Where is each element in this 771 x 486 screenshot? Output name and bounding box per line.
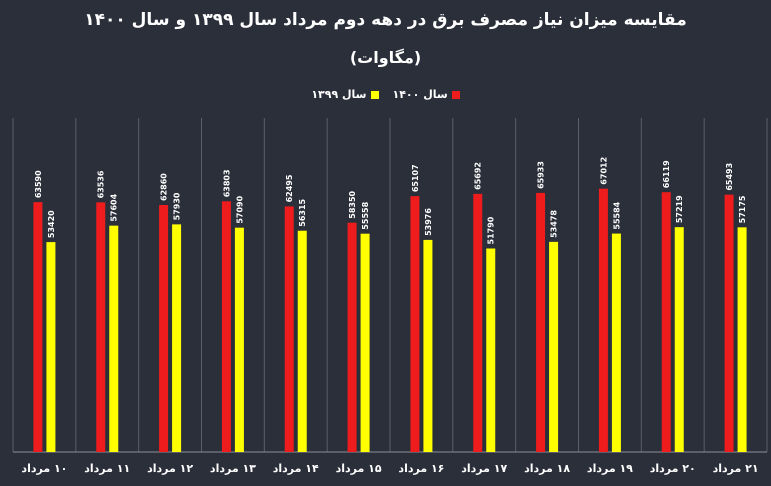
bar-1400 [661,192,671,452]
data-label: 56315 [298,198,307,226]
bar-1400 [347,222,357,452]
legend-item-1399: سال ۱۳۹۹ [311,88,379,101]
data-label: 62860 [160,173,169,201]
bar-1399 [109,225,119,452]
legend-swatch-1399 [370,90,379,99]
data-label: 65933 [537,161,546,189]
bar-1399 [486,248,496,452]
x-tick-label: ۱۴ مرداد [273,462,319,475]
bar-1399 [360,233,370,452]
x-tick-label: ۱۹ مرداد [587,462,633,475]
bar-1400 [598,188,608,453]
bar-1399 [423,239,433,452]
bar-1400 [473,193,483,452]
x-tick-label: ۲۰ مرداد [650,462,696,475]
bar-1399 [549,241,559,452]
data-label: 63536 [97,170,106,198]
data-label: 53478 [550,210,559,238]
data-label: 65692 [474,162,483,190]
data-label: 57930 [173,192,182,220]
bar-1399 [737,227,747,452]
bar-1400 [221,201,231,452]
x-tick-label: ۱۳ مرداد [210,462,256,475]
data-label: 53420 [47,210,56,238]
bar-1399 [611,233,621,452]
bar-1400 [724,194,734,452]
bar-1400 [410,196,420,452]
data-label: 67012 [599,157,608,185]
data-label: 57090 [235,195,244,223]
data-label: 57175 [738,195,747,223]
x-tick-label: ۱۰ مرداد [21,462,67,475]
data-label: 53976 [424,208,433,236]
legend-label-1399: سال ۱۳۹۹ [311,88,367,101]
bar-1399 [297,230,307,452]
legend-item-1400: سال ۱۴۰۰ [393,88,460,101]
data-label: 65107 [411,164,420,192]
data-label: 63803 [222,169,231,197]
x-tick-label: ۱۱ مرداد [84,462,130,475]
data-label: 65493 [725,163,734,191]
legend-label-1400: سال ۱۴۰۰ [392,88,448,101]
legend: سال ۱۴۰۰ سال ۱۳۹۹ [0,88,771,101]
bar-1400 [284,206,294,452]
bar-1400 [96,202,106,452]
bar-1399 [46,242,56,452]
x-tick-label: ۲۱ مرداد [713,462,759,475]
data-label: 66119 [662,160,671,188]
bar-1399 [234,227,244,452]
legend-swatch-1400 [451,90,460,99]
data-label: 63590 [34,170,43,198]
bar-1399 [674,227,684,452]
chart-subtitle: (مگاوات) [349,48,422,67]
x-tick-label: ۱۸ مرداد [524,462,570,475]
data-label: 55584 [612,201,621,229]
x-tick-label: ۱۷ مرداد [461,462,507,475]
data-label: 58350 [348,190,357,218]
data-label: 57604 [110,193,119,221]
data-label: 62495 [285,174,294,202]
bar-1399 [172,224,182,452]
data-label: 55558 [361,201,370,229]
bar-1400 [159,204,169,452]
bar-1400 [536,192,546,452]
x-tick-label: ۱۲ مرداد [147,462,193,475]
x-tick-label: ۱۵ مرداد [336,462,382,475]
chart-title: مقایسه میزان نیاز مصرف برق در دهه دوم مر… [84,10,687,30]
data-label: 57219 [675,195,684,223]
data-label: 51790 [487,216,496,244]
bar-1400 [33,202,43,452]
x-tick-label: ۱۶ مرداد [398,462,444,475]
